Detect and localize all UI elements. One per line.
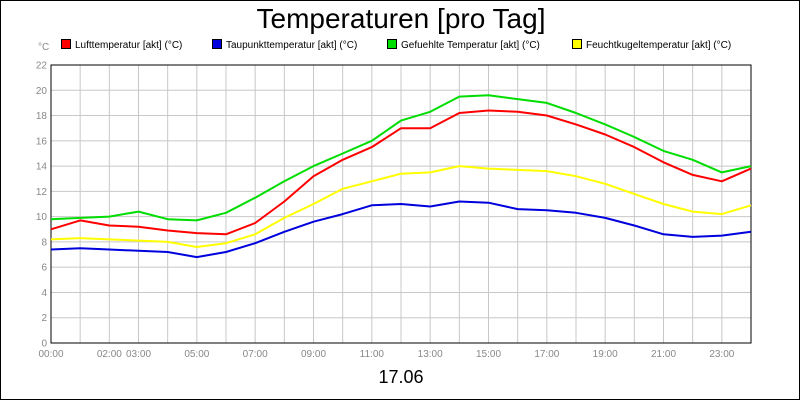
x-tick-label: 19:00 xyxy=(593,349,618,360)
x-tick-label: 09:00 xyxy=(301,349,326,360)
x-tick-label: 05:00 xyxy=(184,349,209,360)
chart-title: Temperaturen [pro Tag] xyxy=(256,3,546,34)
legend-swatch-red xyxy=(61,39,71,49)
x-tick-label: 03:00 xyxy=(126,349,151,360)
legend-item-taupunkttemperatur: Taupunkttemperatur [akt] (°C) xyxy=(212,38,357,54)
y-tick-label: 0 xyxy=(41,339,47,350)
y-tick-label: 14 xyxy=(36,162,48,173)
y-tick-label: 22 xyxy=(36,61,48,72)
legend-item-lufttemperatur: Lufttemperatur [akt] (°C) xyxy=(61,38,182,54)
legend-label: Lufttemperatur [akt] (°C) xyxy=(75,40,183,51)
y-tick-label: 8 xyxy=(41,237,47,248)
y-tick-label: 20 xyxy=(36,86,48,97)
x-tick-label: 07:00 xyxy=(243,349,268,360)
legend-item-feuchtkugeltemperatur: Feuchtkugeltemperatur [akt] (°C) xyxy=(572,38,731,54)
legend-label: Gefuehlte Temperatur [akt] (°C) xyxy=(401,40,540,51)
x-tick-label: 13:00 xyxy=(418,349,443,360)
y-tick-label: 16 xyxy=(36,136,48,147)
y-tick-label: 10 xyxy=(36,212,48,223)
plot-border xyxy=(50,64,752,344)
x-tick-label: 02:00 xyxy=(97,349,122,360)
series-line-1 xyxy=(50,200,752,259)
y-tick-label: 6 xyxy=(41,263,47,274)
legend-swatch-yellow xyxy=(572,39,582,49)
x-tick-label: 11:00 xyxy=(360,349,385,360)
x-tick-label: 17:00 xyxy=(534,349,559,360)
series-line-0 xyxy=(50,109,752,236)
x-tick-label: 21:00 xyxy=(651,349,676,360)
legend-swatch-green xyxy=(387,39,397,49)
x-tick-label: 00:00 xyxy=(38,349,63,360)
series-line-2 xyxy=(50,94,752,222)
legend-item-gefuehlte-temperatur: Gefuehlte Temperatur [akt] (°C) xyxy=(387,38,540,54)
y-tick-label: 2 xyxy=(41,313,47,324)
x-axis-date-label: 17.06 xyxy=(378,367,424,387)
legend-label: Taupunkttemperatur [akt] (°C) xyxy=(226,40,358,51)
legend-swatch-blue xyxy=(212,39,222,49)
x-tick-label: 15:00 xyxy=(476,349,501,360)
y-tick-label: 18 xyxy=(36,111,48,122)
y-tick-label: 12 xyxy=(36,187,48,198)
y-axis-unit-label: °C xyxy=(38,42,50,53)
y-tick-label: 4 xyxy=(41,288,47,299)
legend-label: Feuchtkugeltemperatur [akt] (°C) xyxy=(586,40,732,51)
x-tick-label: 23:00 xyxy=(709,349,734,360)
series-line-3 xyxy=(50,165,752,248)
